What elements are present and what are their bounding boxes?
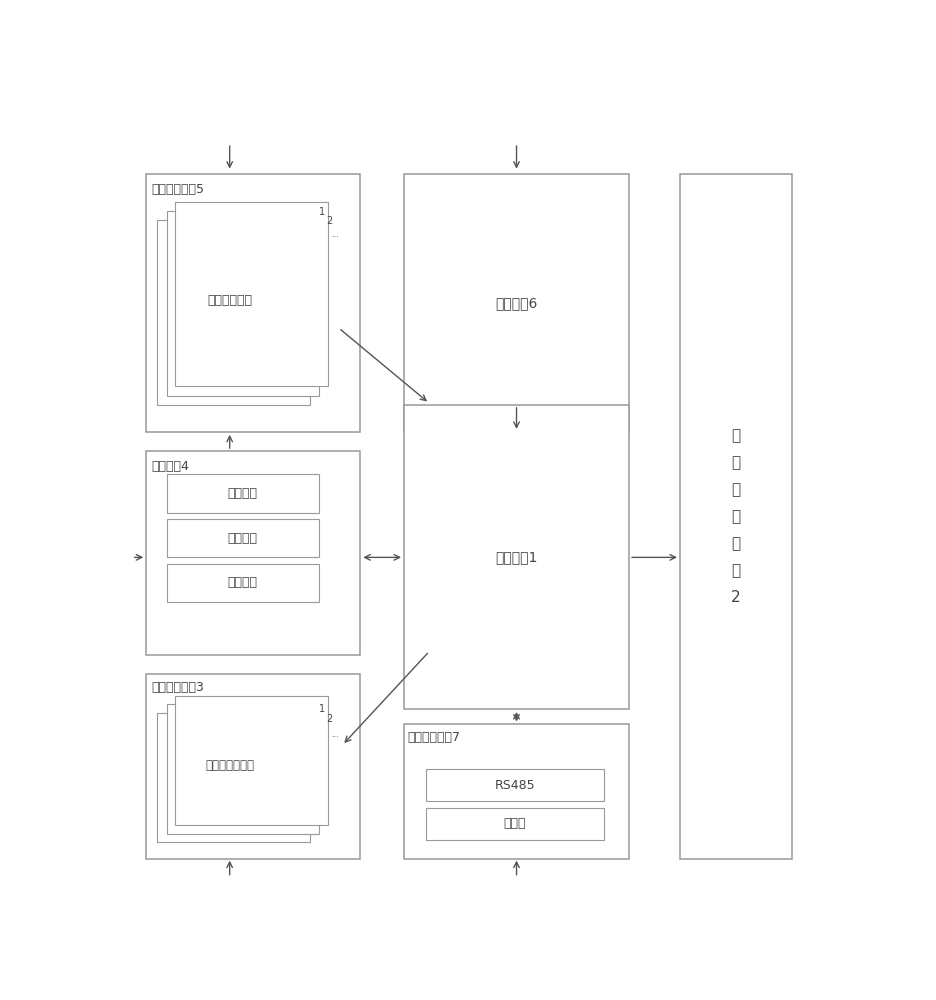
Text: 信号处理: 信号处理: [227, 532, 257, 545]
Text: 网络通信单元7: 网络通信单元7: [407, 731, 461, 744]
Text: 控制输出单元5: 控制输出单元5: [151, 183, 204, 196]
Bar: [167, 474, 318, 513]
Text: 1: 1: [318, 704, 325, 714]
Text: 主控单元1: 主控单元1: [495, 550, 537, 564]
Text: 显示单元6: 显示单元6: [495, 296, 537, 310]
Bar: [167, 564, 318, 602]
Bar: [175, 202, 328, 386]
Text: 以太网: 以太网: [503, 817, 525, 830]
Bar: [146, 674, 360, 859]
Bar: [146, 451, 360, 655]
Bar: [167, 704, 318, 834]
Bar: [157, 713, 309, 842]
Text: 控制输出通道: 控制输出通道: [207, 294, 252, 307]
Text: 信号输入单元3: 信号输入单元3: [151, 681, 204, 694]
Text: 1: 1: [318, 207, 325, 217]
Bar: [146, 174, 360, 432]
Text: 2: 2: [326, 714, 332, 724]
Bar: [403, 174, 628, 432]
Bar: [167, 519, 318, 557]
Bar: [425, 808, 603, 840]
Bar: [425, 769, 603, 801]
Bar: [167, 211, 318, 396]
Bar: [403, 724, 628, 859]
Bar: [403, 405, 628, 709]
Text: 计量单元4: 计量单元4: [151, 460, 189, 473]
Text: 传感器输入通道: 传感器输入通道: [205, 759, 254, 772]
Text: 2: 2: [326, 216, 332, 226]
Text: RS485: RS485: [494, 779, 534, 792]
Bar: [680, 174, 792, 859]
Bar: [157, 220, 309, 405]
Text: 电
源
管
理
单
元
2: 电 源 管 理 单 元 2: [730, 428, 739, 605]
Text: 通道切换: 通道切换: [227, 576, 257, 589]
Bar: [175, 696, 328, 825]
Text: ...: ...: [331, 230, 339, 239]
Text: 模数转换: 模数转换: [227, 487, 257, 500]
Text: ...: ...: [331, 730, 339, 739]
